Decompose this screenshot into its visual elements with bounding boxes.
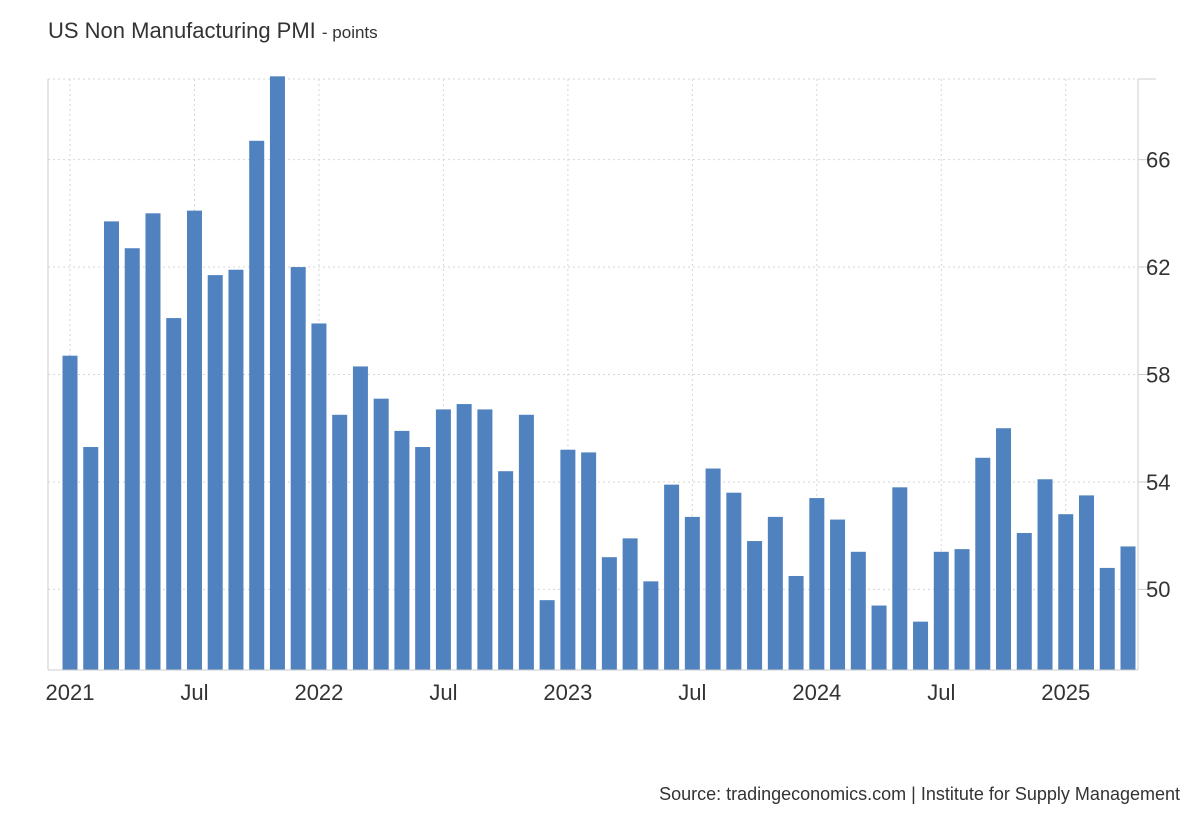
bar[interactable] (415, 447, 431, 670)
axes (47, 78, 1156, 671)
bar[interactable] (664, 484, 680, 670)
source-note: Source: tradingeconomics.com | Institute… (659, 784, 1180, 804)
bar[interactable] (954, 549, 970, 670)
chart-unit: - points (321, 23, 378, 42)
bar[interactable] (1016, 532, 1032, 670)
bar[interactable] (1120, 546, 1136, 670)
x-tick-label: Jul (429, 680, 457, 705)
bar[interactable] (249, 140, 265, 670)
chart-title: US Non Manufacturing PMI - points (48, 18, 378, 44)
bar[interactable] (996, 428, 1012, 670)
x-tick-label: 2022 (294, 680, 343, 705)
y-tick-label: 50 (1146, 577, 1170, 602)
bar[interactable] (290, 267, 306, 670)
bar[interactable] (456, 404, 472, 670)
bar[interactable] (601, 557, 617, 670)
bar[interactable] (62, 355, 78, 670)
bar[interactable] (975, 457, 991, 670)
y-tick-label: 54 (1146, 470, 1170, 495)
bars (62, 76, 1136, 671)
bar[interactable] (560, 449, 576, 670)
bar[interactable] (228, 269, 244, 670)
bar[interactable] (830, 519, 846, 670)
x-tick-label: Jul (927, 680, 955, 705)
bar[interactable] (933, 551, 949, 670)
bar[interactable] (871, 605, 887, 670)
bar[interactable] (850, 551, 866, 670)
bar[interactable] (103, 221, 119, 671)
bar[interactable] (124, 248, 140, 670)
x-axis-ticks: 2021 Jul 2022 Jul 2023 Jul 2024 Jul 2025 (46, 680, 1091, 705)
bar[interactable] (539, 600, 555, 670)
bar[interactable] (788, 575, 804, 670)
bar[interactable] (394, 430, 410, 670)
y-tick-label: 66 (1146, 147, 1170, 172)
bar[interactable] (477, 409, 493, 670)
bar[interactable] (643, 581, 659, 670)
x-tick-label: 2025 (1041, 680, 1090, 705)
x-tick-label: 2024 (792, 680, 841, 705)
y-axis-ticks: 50 54 58 62 66 (1146, 147, 1170, 602)
x-tick-label: Jul (180, 680, 208, 705)
bar[interactable] (166, 318, 182, 670)
bar[interactable] (269, 76, 285, 670)
chart-title-text: US Non Manufacturing PMI (48, 18, 316, 43)
bar[interactable] (1099, 567, 1115, 670)
bar[interactable] (145, 213, 161, 670)
bar[interactable] (435, 409, 451, 670)
bar[interactable] (83, 447, 99, 670)
bar[interactable] (207, 275, 223, 670)
bar[interactable] (498, 471, 514, 670)
bar[interactable] (581, 452, 597, 670)
x-tick-label: Jul (678, 680, 706, 705)
bar[interactable] (622, 538, 638, 670)
y-tick-label: 58 (1146, 362, 1170, 387)
bar[interactable] (332, 414, 348, 670)
bar[interactable] (1058, 514, 1074, 670)
bar[interactable] (913, 621, 929, 670)
y-tick-label: 62 (1146, 255, 1170, 280)
bar[interactable] (352, 366, 368, 670)
bar[interactable] (1079, 495, 1095, 670)
bar[interactable] (747, 541, 763, 670)
bar[interactable] (892, 487, 908, 670)
x-tick-label: 2021 (46, 680, 95, 705)
bar[interactable] (518, 414, 534, 670)
bar[interactable] (726, 492, 742, 670)
bar[interactable] (684, 516, 700, 670)
bar[interactable] (767, 516, 783, 670)
bar[interactable] (705, 468, 721, 670)
bar[interactable] (373, 398, 389, 670)
bar[interactable] (186, 210, 202, 670)
bar[interactable] (809, 498, 825, 670)
bar[interactable] (1037, 479, 1053, 670)
bar[interactable] (311, 323, 327, 670)
x-tick-label: 2023 (543, 680, 592, 705)
